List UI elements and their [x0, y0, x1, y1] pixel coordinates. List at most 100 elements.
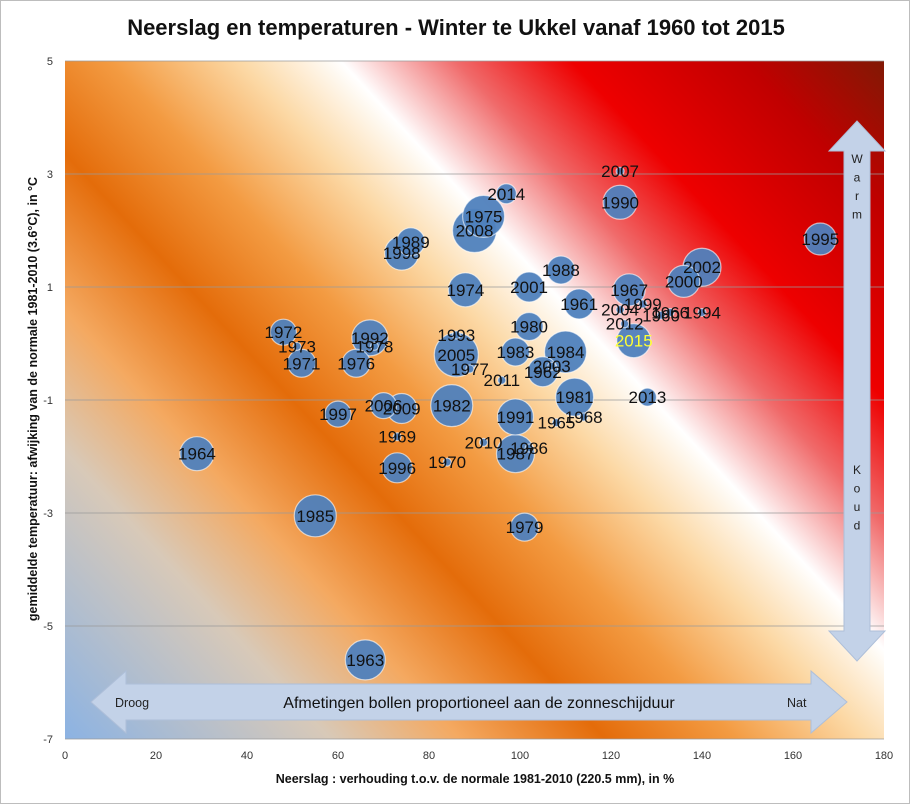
bubble-label-1967: 1967: [610, 281, 648, 300]
bubble-2006: [369, 392, 398, 420]
bubble-label-1989: 1989: [392, 233, 430, 252]
bubble-1996: [381, 452, 413, 484]
x-tick-label: 40: [241, 750, 253, 762]
x-tick-label: 100: [511, 750, 529, 762]
bubble-1967: [612, 273, 646, 307]
bubble-label-2010: 2010: [465, 433, 503, 452]
x-axis-title: Neerslag : verhouding t.o.v. de normale …: [276, 772, 675, 786]
bubble-label-1987: 1987: [497, 445, 535, 464]
bubble-label-1977: 1977: [451, 360, 489, 379]
bubbles: [179, 166, 837, 681]
bubble-label-1999: 1999: [624, 295, 662, 314]
x-tick-label: 20: [150, 750, 162, 762]
y-tick-labels: 5 3 1 -1 -3 -5 -7: [43, 56, 53, 746]
bubble-1974: [447, 272, 483, 308]
bubble-1963: [344, 639, 386, 681]
arrow-letter: K: [853, 463, 861, 477]
bubble-2015: [616, 323, 652, 359]
arrow-letter: o: [854, 482, 861, 496]
bubble-1966: [665, 307, 675, 318]
bubble-1993: [451, 330, 461, 340]
y-tick-label: 3: [47, 169, 53, 181]
bubble-1985: [293, 494, 337, 538]
bubble-label-1991: 1991: [497, 408, 535, 427]
bubble-label-2013: 2013: [628, 388, 666, 407]
bubble-label-1979: 1979: [506, 518, 544, 537]
y-tick-label: 1: [47, 282, 53, 294]
x-tick-label: 120: [602, 750, 620, 762]
bubble-label-2004: 2004: [601, 301, 639, 320]
x-tick-labels: 0 20 40 60 80 100 120 140 160 180: [62, 750, 893, 762]
bubble-label-2002: 2002: [683, 258, 721, 277]
bubble-1970: [442, 457, 452, 467]
x-tick-label: 80: [423, 750, 435, 762]
bubble-label-1983: 1983: [497, 343, 535, 362]
bubble-label-1962: 1962: [524, 363, 562, 382]
bubble-label-1964: 1964: [178, 445, 216, 464]
bubble-label-1974: 1974: [446, 281, 484, 300]
bubble-2007: [615, 166, 625, 176]
bubble-label-1996: 1996: [378, 459, 416, 478]
bubble-1978: [369, 341, 379, 351]
bubble-1979: [509, 512, 540, 542]
bubble-1971: [287, 348, 317, 378]
bubble-2011: [497, 375, 507, 385]
bubble-label-1960: 1960: [642, 306, 680, 325]
y-tick-label: -7: [43, 734, 53, 746]
bubble-label-1970: 1970: [428, 453, 466, 472]
bubble-2000: [667, 264, 701, 298]
bubble-label-1969: 1969: [378, 428, 416, 447]
bubble-label-2008: 2008: [456, 222, 494, 241]
arrow-letter: m: [852, 208, 862, 222]
bubble-label-1971: 1971: [283, 354, 321, 373]
y-tick-label: -3: [43, 508, 53, 520]
bubble-label-1972: 1972: [264, 323, 302, 342]
arrow-letter: u: [854, 500, 861, 514]
bubble-label-2006: 2006: [365, 397, 403, 416]
bubble-1980: [514, 311, 544, 342]
bubble-label-1997: 1997: [319, 405, 357, 424]
bubble-1969: [392, 432, 402, 442]
bubble-label-2007: 2007: [601, 162, 639, 181]
bubble-label-1961: 1961: [560, 295, 598, 314]
bubble-1988: [546, 255, 576, 285]
bubble-label-1990: 1990: [601, 193, 639, 212]
bubble-1997: [324, 400, 352, 428]
chart-title: Neerslag en temperaturen - Winter te Ukk…: [127, 15, 785, 40]
x-tick-label: 140: [693, 750, 711, 762]
arrow-letter: r: [855, 189, 859, 203]
bubble-1968: [579, 412, 589, 422]
bubble-1961: [563, 288, 595, 320]
y-axis-title: gemiddelde temperatuur: afwijking van de…: [26, 177, 40, 621]
bubble-2012: [620, 319, 630, 329]
y-tick-label: -1: [43, 395, 53, 407]
arrow-letter: a: [854, 171, 861, 185]
bubble-1973: [292, 341, 302, 351]
bubble-label-2012: 2012: [606, 315, 644, 334]
bubble-label-2003: 2003: [533, 357, 571, 376]
x-tick-label: 160: [784, 750, 802, 762]
y-tick-label: 5: [47, 56, 53, 68]
bubble-1975: [462, 194, 506, 238]
bubble-label-1986: 1986: [510, 439, 548, 458]
arrow-letter: W: [851, 152, 863, 166]
bubble-label-1982: 1982: [433, 397, 471, 416]
bubble-1977: [465, 364, 475, 374]
bubble-label-1988: 1988: [542, 261, 580, 280]
bubble-1965: [551, 418, 562, 428]
bubble-label-1975: 1975: [465, 207, 503, 226]
bubble-1999: [638, 299, 648, 309]
bubble-1994: [697, 307, 707, 318]
bubble-label-1965: 1965: [537, 414, 575, 433]
bubble-1976: [341, 348, 371, 378]
bubble-label-1968: 1968: [565, 408, 603, 427]
bubble-label-2014: 2014: [487, 185, 525, 204]
bubble-2010: [479, 437, 489, 447]
bubble-2001: [513, 271, 545, 303]
bubble-label-1981: 1981: [556, 388, 594, 407]
